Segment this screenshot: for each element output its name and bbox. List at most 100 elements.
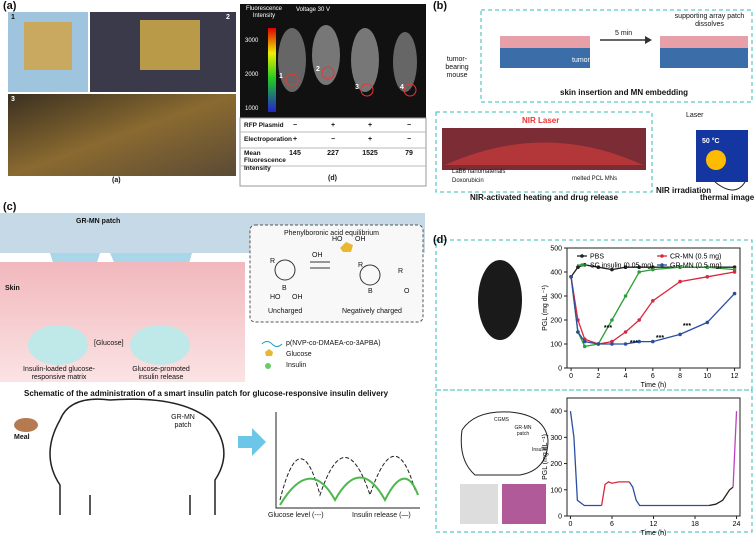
schematic-title: Schematic of the administration of a sma…: [24, 389, 389, 398]
panel-label: (b): [433, 0, 448, 12]
data-point: [623, 342, 628, 346]
panel-label: (d): [433, 234, 448, 246]
legend-marker: [580, 263, 584, 267]
data-point: [582, 344, 587, 349]
colorbar: [268, 28, 276, 112]
label: Insulin-loaded glucose-responsive matrix: [23, 366, 95, 382]
label: 50 °C: [702, 138, 720, 145]
y-tick-label: 200: [550, 461, 562, 468]
chem: R: [398, 268, 404, 275]
chem: B: [368, 288, 373, 295]
y-tick-label: 500: [550, 246, 562, 253]
label: supporting array patch dissolves: [674, 13, 745, 29]
photo-label: 3: [11, 96, 15, 103]
data-point: [582, 339, 587, 344]
skin-layer: [660, 36, 748, 48]
table-cell: +: [292, 136, 298, 143]
table-row-label: RFP Plasmid: [244, 122, 284, 129]
series-line: [570, 271, 735, 345]
label: tumor: [572, 57, 590, 64]
mouse: [351, 28, 379, 92]
arrow-head: [645, 36, 652, 44]
mouse: [393, 32, 417, 92]
series-line: [600, 481, 630, 506]
x-tick-label: 0: [569, 521, 573, 528]
mouse-photo: [478, 260, 522, 340]
table-box: [239, 117, 427, 187]
x-tick-label: 18: [691, 521, 699, 528]
label: Skin: [5, 285, 20, 292]
table-cell: 79: [405, 150, 413, 157]
legend-label: PBS: [590, 254, 604, 261]
data-point: [596, 342, 601, 346]
table-cell: 1525: [362, 150, 378, 157]
pig-diagram: [460, 411, 549, 476]
data-point: [705, 275, 710, 279]
meal-icon: [14, 418, 38, 432]
tumor-layer: [500, 48, 590, 68]
dashed-box: [249, 224, 424, 323]
significance: ***: [656, 335, 664, 342]
arrow: [238, 428, 266, 456]
data-point: [678, 332, 682, 337]
glucose-curve: [279, 455, 416, 501]
data-point: [678, 279, 682, 284]
photo-label: 2: [226, 14, 230, 21]
x-tick-label: 6: [651, 373, 655, 380]
data-point: [576, 265, 580, 270]
significance: ***: [630, 340, 638, 347]
x-tick-label: 12: [731, 373, 739, 380]
x-axis-label: Time (h): [641, 382, 667, 389]
data-point: [732, 291, 737, 296]
chem: O: [404, 288, 410, 295]
dashed-box: [435, 389, 753, 533]
data-point: [610, 342, 614, 346]
label: 5 min: [615, 30, 633, 37]
series-line: [570, 266, 735, 348]
y-tick-label: 400: [550, 409, 562, 416]
significance: ***: [683, 323, 691, 330]
label: NIR Laser: [522, 116, 560, 125]
polymer-icon: [261, 341, 283, 347]
colorbar-tick: 2000: [245, 72, 259, 78]
table-row-label: Mean Fluorescence Intensity: [244, 150, 286, 172]
label: tumor-bearing mouse: [445, 56, 469, 80]
table-cell: +: [367, 136, 373, 143]
panel-label: (a): [3, 0, 17, 12]
photo-patch: [24, 22, 72, 70]
mouse: [312, 25, 340, 85]
hot-spot: [706, 150, 726, 170]
y-tick-label: 300: [550, 294, 562, 301]
chem: OH: [292, 294, 303, 301]
label: NIR irradiation: [656, 186, 712, 195]
glucose-icon: [265, 349, 273, 356]
caption: (a): [112, 177, 121, 184]
legend: Insulin: [286, 362, 307, 369]
table-cell: +: [330, 122, 336, 129]
data-point: [651, 339, 655, 344]
insulin-icon: [265, 363, 271, 369]
roi: [321, 66, 335, 80]
table-cell: 145: [289, 150, 301, 157]
data-point: [596, 265, 601, 270]
table-row-label: Electroporation: [244, 136, 293, 143]
x-tick-label: 24: [733, 521, 741, 528]
matrix-zoom: [130, 325, 190, 365]
label: Phenylboronic acid equilibrium: [284, 230, 379, 237]
legend-label: SC insulin (0.05 mg): [590, 263, 653, 270]
benzene-ring: [359, 264, 381, 286]
x-tick-label: 6: [610, 521, 614, 528]
x-tick-label: 0: [569, 373, 573, 380]
table-cell: 227: [327, 150, 339, 157]
series-line: [732, 411, 738, 488]
label: GR-MN patch: [514, 425, 532, 437]
mouse-label: 3: [355, 84, 359, 91]
x-axis-label: Time (h): [641, 530, 667, 536]
x-tick-label: 2: [596, 373, 600, 380]
chem: B: [282, 285, 287, 292]
legend: LaB6 nanomaterials: [452, 169, 506, 175]
data-point: [623, 265, 628, 270]
step-label: skin insertion and MN embedding: [560, 88, 689, 97]
